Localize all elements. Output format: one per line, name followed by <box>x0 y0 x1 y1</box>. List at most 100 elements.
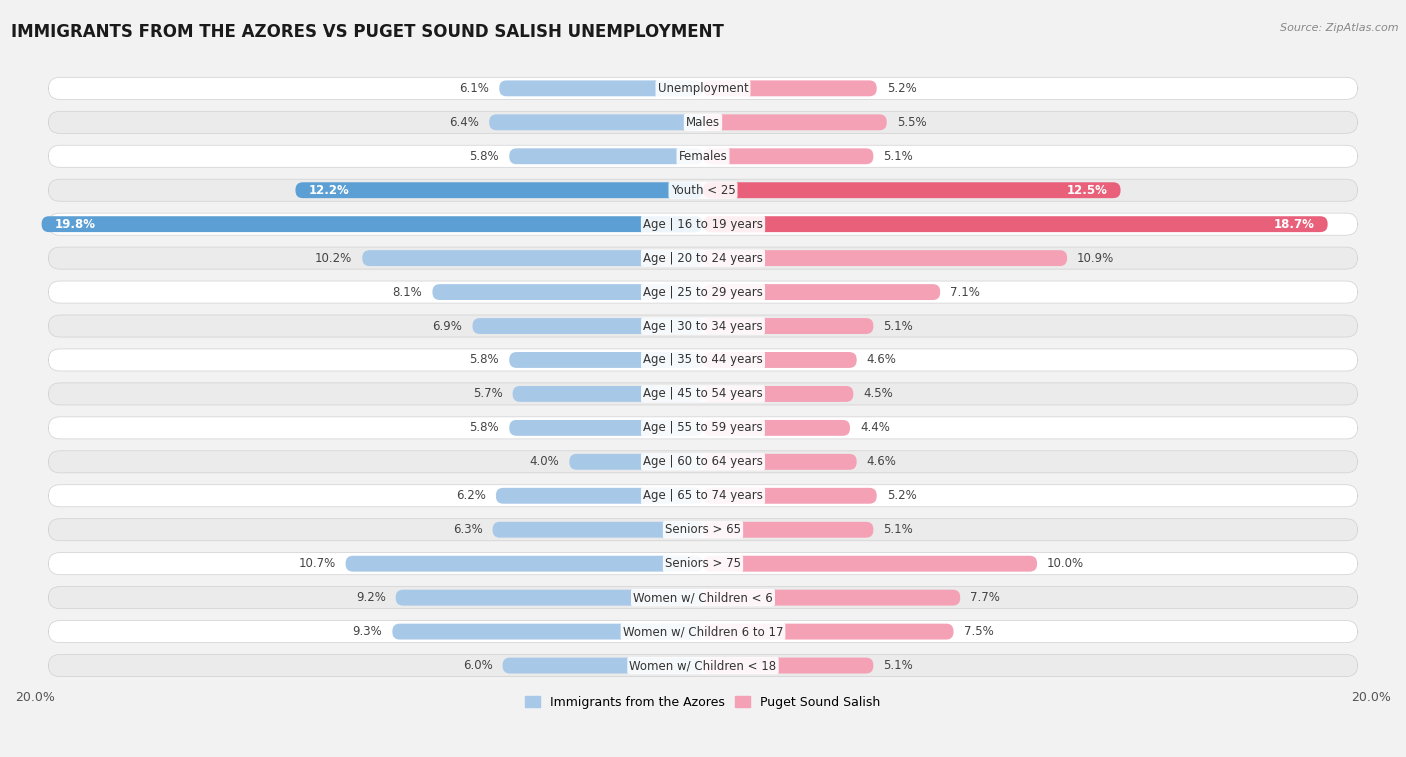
Text: 9.2%: 9.2% <box>356 591 385 604</box>
Text: Age | 60 to 64 years: Age | 60 to 64 years <box>643 455 763 469</box>
Text: 4.4%: 4.4% <box>860 422 890 435</box>
FancyBboxPatch shape <box>703 217 1327 232</box>
FancyBboxPatch shape <box>703 182 1121 198</box>
FancyBboxPatch shape <box>48 621 1358 643</box>
Text: Age | 45 to 54 years: Age | 45 to 54 years <box>643 388 763 400</box>
FancyBboxPatch shape <box>48 417 1358 439</box>
FancyBboxPatch shape <box>569 454 703 470</box>
Text: Seniors > 75: Seniors > 75 <box>665 557 741 570</box>
Text: 9.3%: 9.3% <box>353 625 382 638</box>
FancyBboxPatch shape <box>703 114 887 130</box>
FancyBboxPatch shape <box>48 451 1358 473</box>
Text: 5.1%: 5.1% <box>883 319 912 332</box>
Text: Women w/ Children < 18: Women w/ Children < 18 <box>630 659 776 672</box>
FancyBboxPatch shape <box>295 182 703 198</box>
FancyBboxPatch shape <box>703 522 873 537</box>
FancyBboxPatch shape <box>703 454 856 470</box>
FancyBboxPatch shape <box>496 488 703 503</box>
FancyBboxPatch shape <box>48 281 1358 303</box>
FancyBboxPatch shape <box>703 488 877 503</box>
FancyBboxPatch shape <box>703 352 856 368</box>
FancyBboxPatch shape <box>509 148 703 164</box>
Text: 10.9%: 10.9% <box>1077 251 1115 265</box>
FancyBboxPatch shape <box>48 519 1358 540</box>
FancyBboxPatch shape <box>48 213 1358 235</box>
FancyBboxPatch shape <box>703 148 873 164</box>
Text: Age | 20 to 24 years: Age | 20 to 24 years <box>643 251 763 265</box>
Text: 7.5%: 7.5% <box>963 625 993 638</box>
FancyBboxPatch shape <box>472 318 703 334</box>
FancyBboxPatch shape <box>703 80 877 96</box>
FancyBboxPatch shape <box>48 145 1358 167</box>
Text: 5.8%: 5.8% <box>470 150 499 163</box>
Text: 18.7%: 18.7% <box>1274 218 1315 231</box>
FancyBboxPatch shape <box>48 553 1358 575</box>
FancyBboxPatch shape <box>703 590 960 606</box>
Text: 6.2%: 6.2% <box>456 489 486 503</box>
Text: Seniors > 65: Seniors > 65 <box>665 523 741 536</box>
Text: Source: ZipAtlas.com: Source: ZipAtlas.com <box>1281 23 1399 33</box>
Text: 4.0%: 4.0% <box>530 455 560 469</box>
FancyBboxPatch shape <box>502 658 703 674</box>
Text: 6.0%: 6.0% <box>463 659 492 672</box>
FancyBboxPatch shape <box>363 250 703 266</box>
FancyBboxPatch shape <box>395 590 703 606</box>
Legend: Immigrants from the Azores, Puget Sound Salish: Immigrants from the Azores, Puget Sound … <box>520 690 886 714</box>
FancyBboxPatch shape <box>48 383 1358 405</box>
FancyBboxPatch shape <box>433 284 703 300</box>
FancyBboxPatch shape <box>48 484 1358 507</box>
FancyBboxPatch shape <box>703 284 941 300</box>
Text: 4.5%: 4.5% <box>863 388 893 400</box>
FancyBboxPatch shape <box>513 386 703 402</box>
FancyBboxPatch shape <box>346 556 703 572</box>
Text: 6.4%: 6.4% <box>450 116 479 129</box>
Text: Youth < 25: Youth < 25 <box>671 184 735 197</box>
FancyBboxPatch shape <box>703 318 873 334</box>
Text: Unemployment: Unemployment <box>658 82 748 95</box>
Text: Age | 30 to 34 years: Age | 30 to 34 years <box>643 319 763 332</box>
Text: 7.7%: 7.7% <box>970 591 1000 604</box>
Text: 19.8%: 19.8% <box>55 218 96 231</box>
Text: Age | 25 to 29 years: Age | 25 to 29 years <box>643 285 763 298</box>
Text: Males: Males <box>686 116 720 129</box>
Text: Age | 16 to 19 years: Age | 16 to 19 years <box>643 218 763 231</box>
Text: 4.6%: 4.6% <box>866 455 897 469</box>
FancyBboxPatch shape <box>499 80 703 96</box>
Text: 5.1%: 5.1% <box>883 150 912 163</box>
FancyBboxPatch shape <box>48 655 1358 677</box>
Text: Age | 35 to 44 years: Age | 35 to 44 years <box>643 354 763 366</box>
FancyBboxPatch shape <box>48 247 1358 269</box>
Text: 5.5%: 5.5% <box>897 116 927 129</box>
Text: 8.1%: 8.1% <box>392 285 422 298</box>
FancyBboxPatch shape <box>48 111 1358 133</box>
Text: 6.1%: 6.1% <box>460 82 489 95</box>
FancyBboxPatch shape <box>42 217 703 232</box>
Text: 5.8%: 5.8% <box>470 422 499 435</box>
FancyBboxPatch shape <box>48 77 1358 99</box>
FancyBboxPatch shape <box>509 420 703 436</box>
Text: 5.2%: 5.2% <box>887 82 917 95</box>
Text: 5.7%: 5.7% <box>472 388 502 400</box>
FancyBboxPatch shape <box>703 386 853 402</box>
Text: 7.1%: 7.1% <box>950 285 980 298</box>
FancyBboxPatch shape <box>48 315 1358 337</box>
Text: Age | 55 to 59 years: Age | 55 to 59 years <box>643 422 763 435</box>
Text: Women w/ Children < 6: Women w/ Children < 6 <box>633 591 773 604</box>
Text: Age | 65 to 74 years: Age | 65 to 74 years <box>643 489 763 503</box>
Text: 6.9%: 6.9% <box>433 319 463 332</box>
FancyBboxPatch shape <box>392 624 703 640</box>
FancyBboxPatch shape <box>703 420 851 436</box>
FancyBboxPatch shape <box>48 349 1358 371</box>
Text: 10.0%: 10.0% <box>1047 557 1084 570</box>
FancyBboxPatch shape <box>703 624 953 640</box>
Text: 10.7%: 10.7% <box>298 557 336 570</box>
Text: 12.2%: 12.2% <box>309 184 350 197</box>
FancyBboxPatch shape <box>509 352 703 368</box>
Text: 12.5%: 12.5% <box>1066 184 1107 197</box>
FancyBboxPatch shape <box>492 522 703 537</box>
Text: 5.1%: 5.1% <box>883 523 912 536</box>
Text: Females: Females <box>679 150 727 163</box>
Text: 6.3%: 6.3% <box>453 523 482 536</box>
FancyBboxPatch shape <box>703 250 1067 266</box>
Text: 5.2%: 5.2% <box>887 489 917 503</box>
